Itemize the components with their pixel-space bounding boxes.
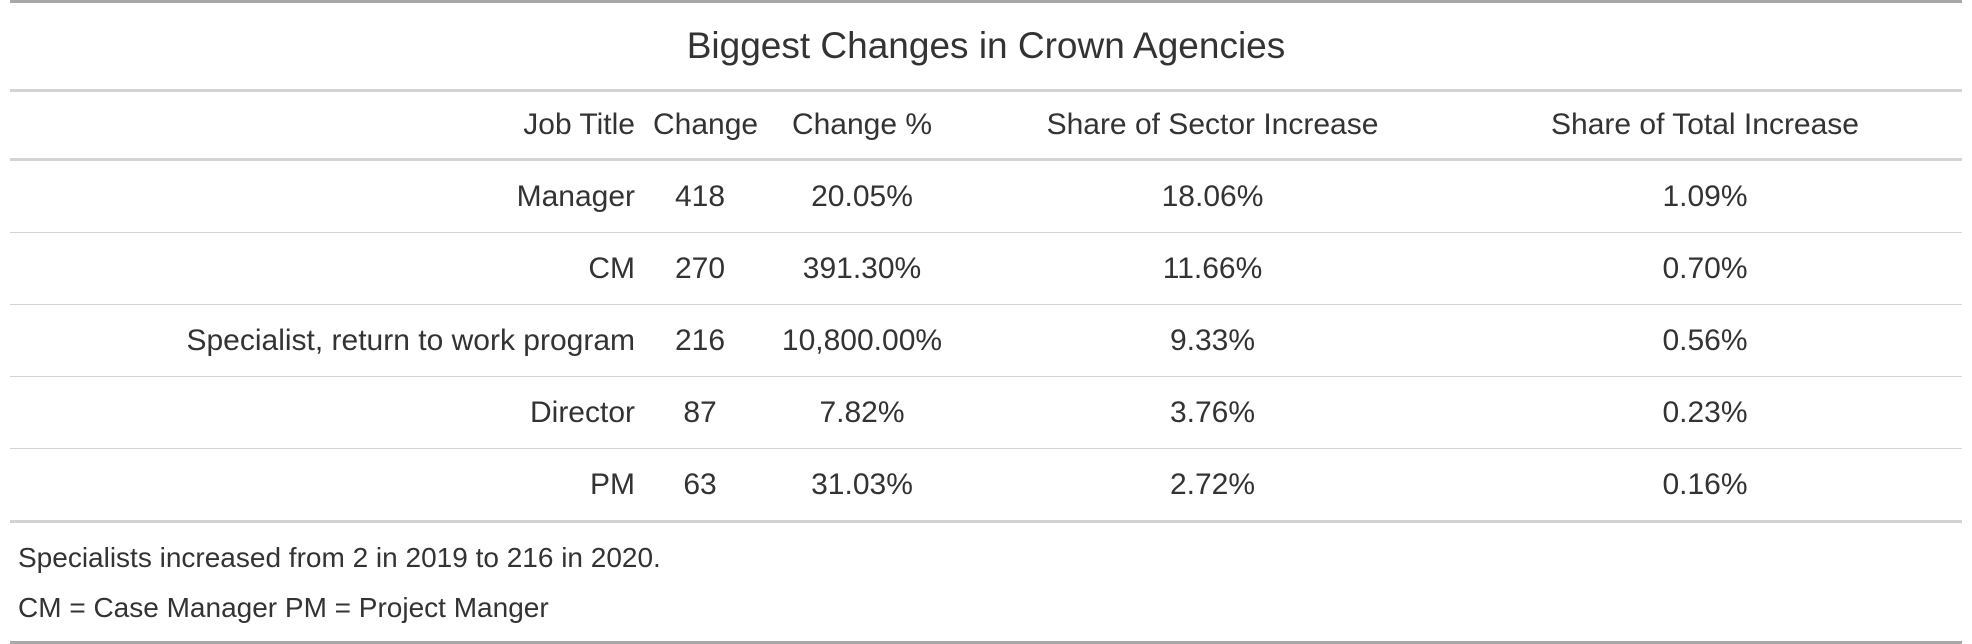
summary-table: Biggest Changes in Crown Agencies Job Ti… — [10, 0, 1963, 523]
cell-change-pct: 20.05% — [747, 159, 977, 233]
cell-share-sector: 9.33% — [977, 304, 1448, 377]
cell-share-total: 0.23% — [1448, 376, 1963, 449]
cell-change: 63 — [653, 448, 747, 523]
cell-job-title: Director — [10, 376, 653, 449]
cell-job-title: CM — [10, 232, 653, 305]
column-header-share-sector: Share of Sector Increase — [977, 90, 1448, 161]
table-row: PM 63 31.03% 2.72% 0.16% — [10, 448, 1963, 523]
cell-job-title: Manager — [10, 159, 653, 233]
column-header-row: Job Title Change Change % Share of Secto… — [10, 90, 1963, 161]
cell-share-sector: 18.06% — [977, 159, 1448, 233]
cell-share-total: 0.56% — [1448, 304, 1963, 377]
cell-share-total: 1.09% — [1448, 159, 1963, 233]
cell-change-pct: 31.03% — [747, 448, 977, 523]
cell-share-sector: 3.76% — [977, 376, 1448, 449]
cell-share-total: 0.16% — [1448, 448, 1963, 523]
cell-change: 87 — [653, 376, 747, 449]
table-title: Biggest Changes in Crown Agencies — [10, 0, 1963, 92]
cell-job-title: PM — [10, 448, 653, 523]
column-header-change-pct: Change % — [747, 90, 977, 161]
table-row: Director 87 7.82% 3.76% 0.23% — [10, 376, 1963, 449]
cell-change-pct: 391.30% — [747, 232, 977, 305]
footnote-abbreviations: CM = Case Manager PM = Project Manger — [18, 592, 549, 623]
column-header-job-title: Job Title — [10, 90, 653, 161]
cell-share-sector: 11.66% — [977, 232, 1448, 305]
table-footnotes: Specialists increased from 2 in 2019 to … — [10, 523, 1962, 644]
cell-change: 216 — [653, 304, 747, 377]
cell-change: 270 — [653, 232, 747, 305]
column-header-change: Change — [653, 90, 758, 161]
cell-change-pct: 7.82% — [747, 376, 977, 449]
cell-share-sector: 2.72% — [977, 448, 1448, 523]
cell-job-title: Specialist, return to work program — [10, 304, 653, 377]
footnote-specialists: Specialists increased from 2 in 2019 to … — [18, 542, 661, 573]
table-title-row: Biggest Changes in Crown Agencies — [10, 0, 1963, 92]
table-row: Manager 418 20.05% 18.06% 1.09% — [10, 159, 1963, 233]
table-row: CM 270 391.30% 11.66% 0.70% — [10, 232, 1963, 305]
table-row: Specialist, return to work program 216 1… — [10, 304, 1963, 377]
cell-change: 418 — [653, 159, 747, 233]
summary-table-container: Biggest Changes in Crown Agencies Job Ti… — [10, 0, 1963, 644]
column-header-share-total: Share of Total Increase — [1448, 90, 1963, 161]
cell-share-total: 0.70% — [1448, 232, 1963, 305]
cell-change-pct: 10,800.00% — [747, 304, 977, 377]
